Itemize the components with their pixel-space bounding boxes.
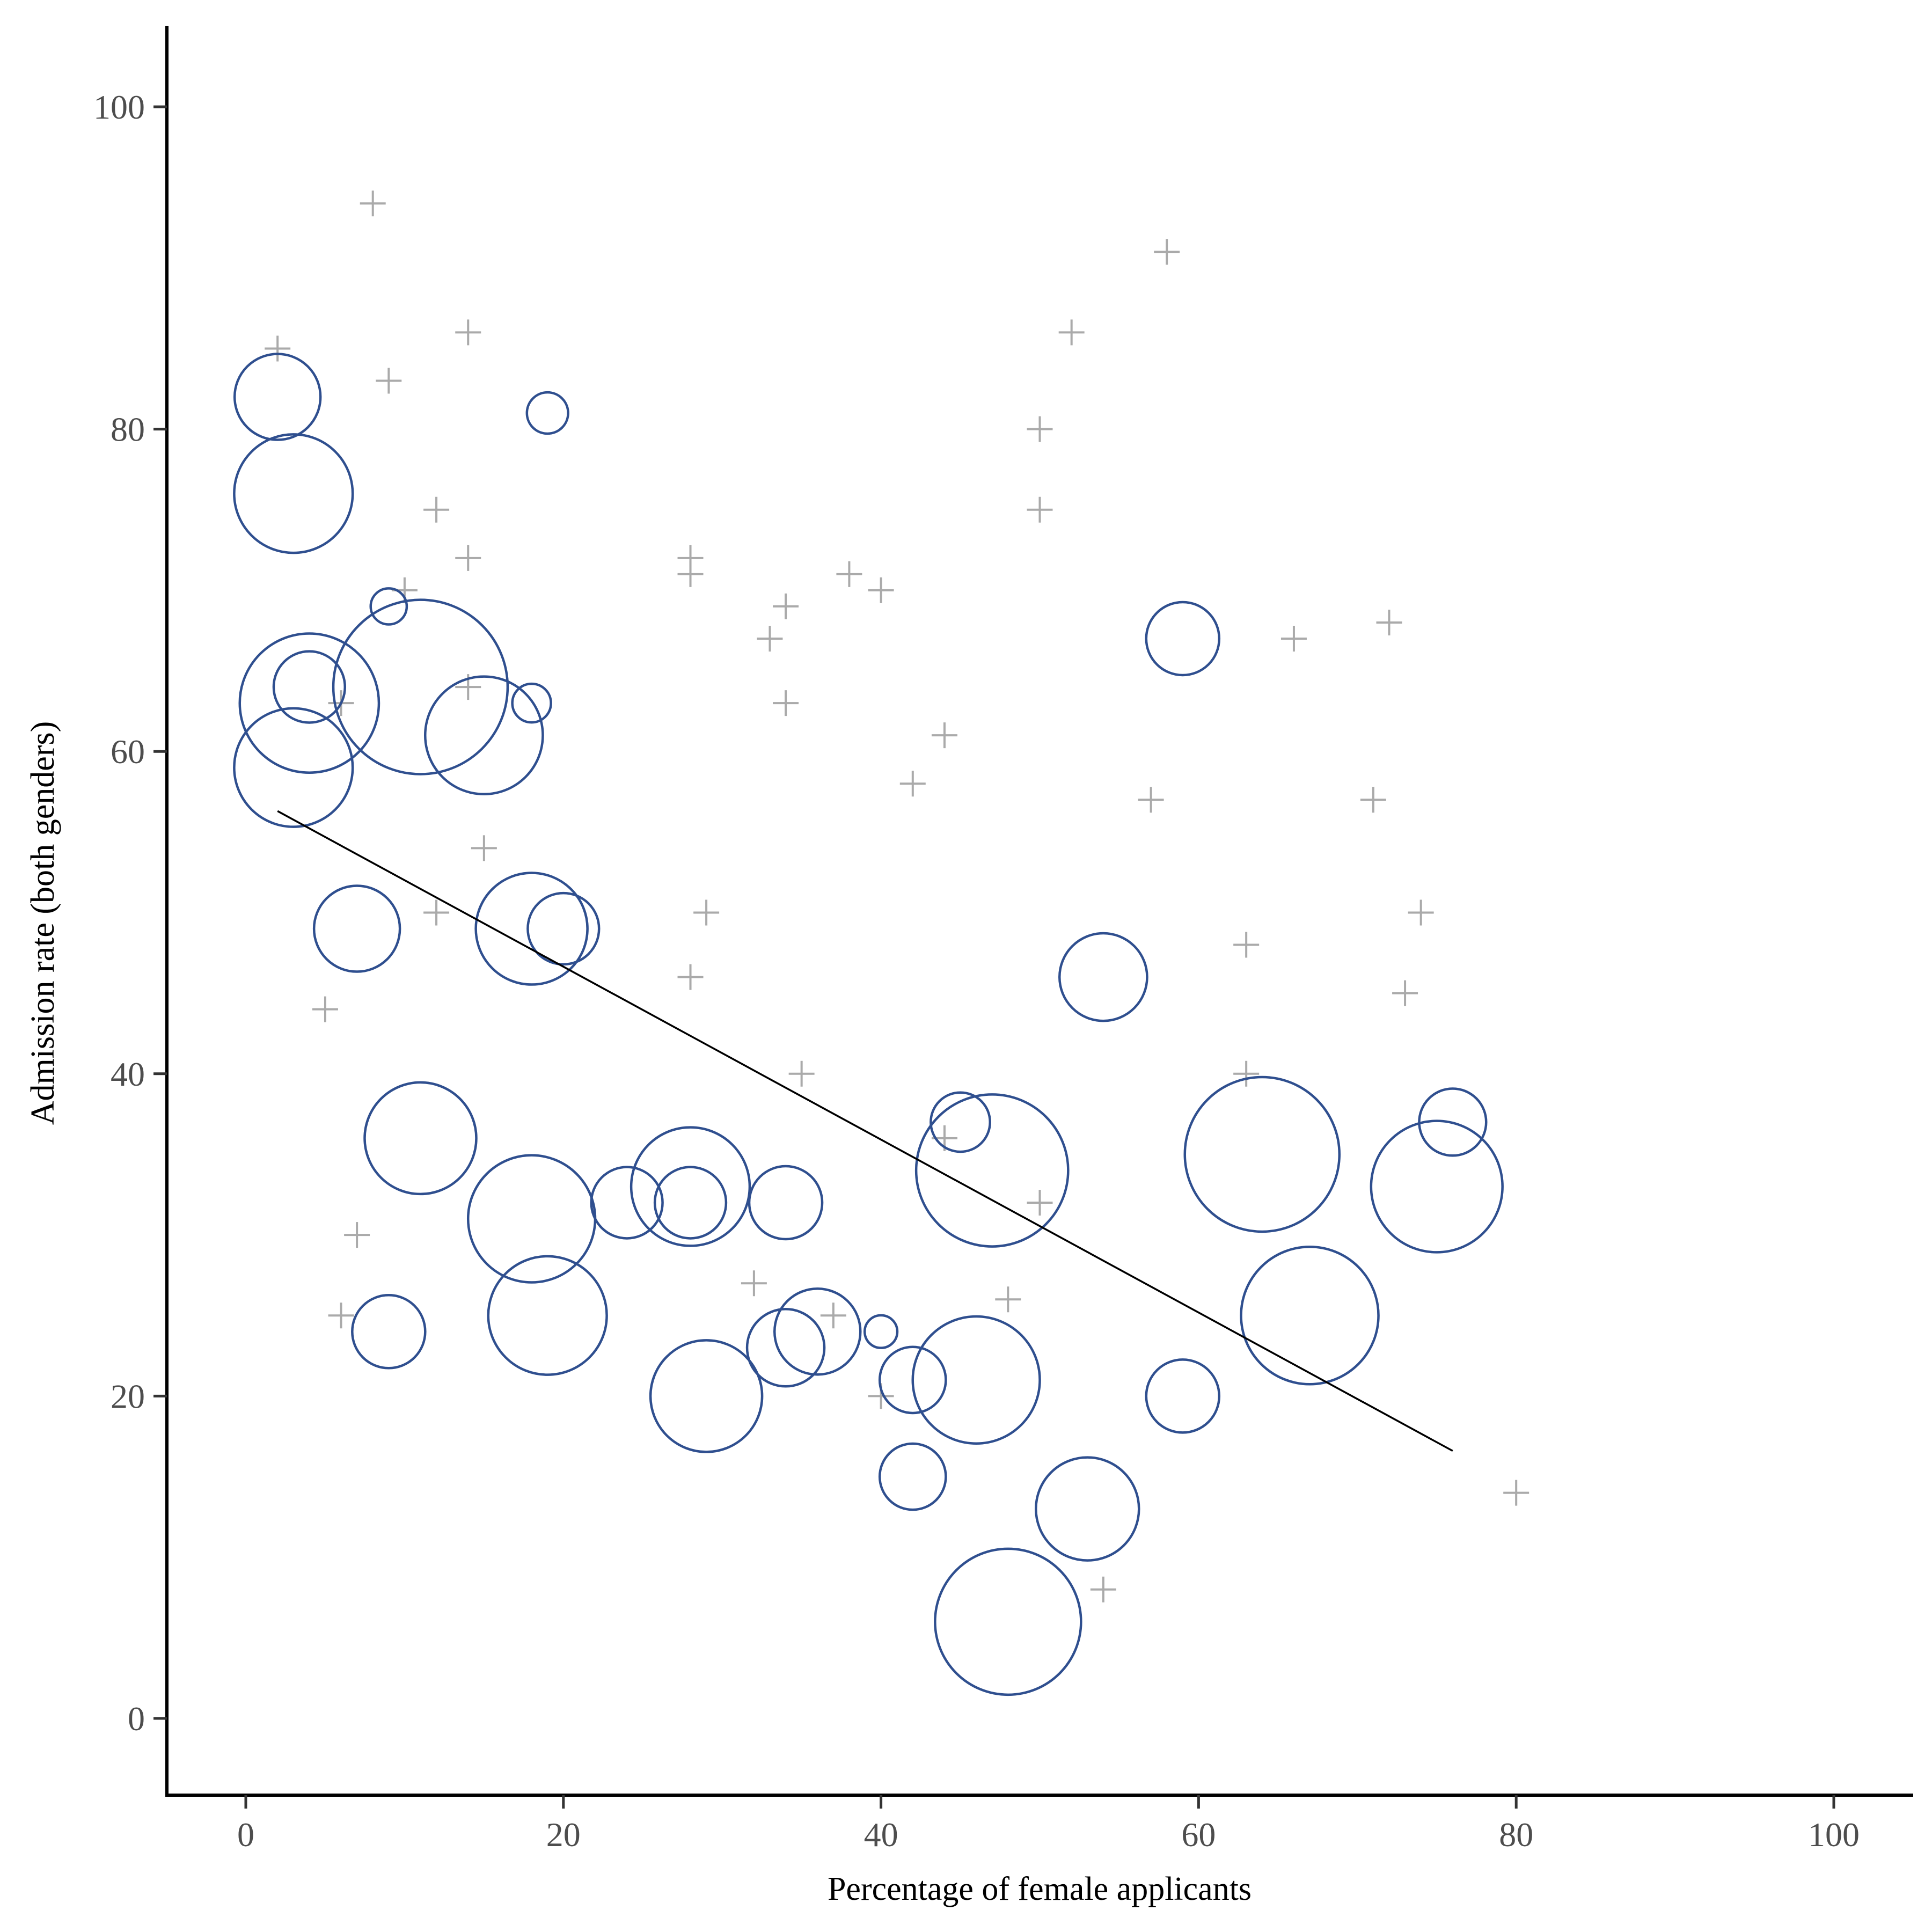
y-tick-label: 80 xyxy=(111,411,145,449)
y-tick-label: 100 xyxy=(93,88,145,126)
bubble-point xyxy=(474,872,589,986)
cross-point xyxy=(471,835,497,861)
bubble-point xyxy=(1183,1075,1341,1233)
bubble-point xyxy=(745,1308,826,1388)
cross-point xyxy=(1360,787,1386,813)
y-axis-title: Admission rate (both genders) xyxy=(25,721,61,1125)
bubble-point xyxy=(748,1165,824,1241)
bubble-point xyxy=(878,1345,947,1415)
cross-point xyxy=(677,964,704,990)
plot-marks xyxy=(233,191,1529,1696)
bubble-point xyxy=(1240,1246,1380,1386)
cross-point xyxy=(741,1270,767,1297)
bubble-point xyxy=(1145,1358,1221,1434)
bubble-point xyxy=(1035,1456,1140,1562)
bubble-point xyxy=(487,1255,608,1376)
bubble-point xyxy=(934,1547,1082,1696)
y-tick-label: 0 xyxy=(128,1700,145,1738)
cross-point xyxy=(1233,932,1260,958)
cross-point xyxy=(344,1222,370,1248)
bubble-point xyxy=(238,632,380,774)
cross-point xyxy=(1138,787,1164,813)
x-tick-label: 20 xyxy=(546,1816,581,1854)
bubble-point xyxy=(312,884,401,973)
cross-point xyxy=(455,545,481,571)
bubble-point xyxy=(272,650,347,724)
bubble-point xyxy=(233,353,322,441)
cross-point xyxy=(677,561,704,587)
bubble-point xyxy=(653,1166,728,1240)
cross-point xyxy=(773,593,799,619)
bubble-point xyxy=(930,1091,992,1153)
bubble-point xyxy=(332,598,509,775)
x-tick-label: 100 xyxy=(1808,1816,1860,1854)
cross-point xyxy=(1392,980,1418,1006)
cross-point xyxy=(1376,609,1402,635)
bubble-point xyxy=(878,1442,947,1511)
cross-point xyxy=(1503,1480,1529,1506)
cross-point xyxy=(1280,625,1307,652)
x-axis-title: Percentage of female applicants xyxy=(828,1871,1252,1907)
bubble-point xyxy=(1145,601,1221,677)
cross-point xyxy=(328,1302,354,1329)
cross-point xyxy=(1027,416,1053,442)
x-tick-label: 80 xyxy=(1499,1816,1533,1854)
cross-point xyxy=(788,1060,815,1087)
cross-point xyxy=(1408,899,1434,926)
cross-point xyxy=(1027,1190,1053,1216)
cross-point xyxy=(423,899,450,926)
cross-point xyxy=(1027,496,1053,523)
cross-point xyxy=(376,368,402,394)
cross-point xyxy=(995,1286,1021,1313)
y-tick-label: 40 xyxy=(111,1055,145,1093)
bubble-point xyxy=(233,707,354,828)
y-tick-label: 20 xyxy=(111,1377,145,1415)
bubble-point xyxy=(351,1294,427,1370)
bubble-point xyxy=(424,675,544,796)
cross-point xyxy=(773,690,799,716)
cross-point xyxy=(1154,239,1180,265)
x-tick-label: 40 xyxy=(864,1816,898,1854)
cross-point xyxy=(312,996,338,1022)
bubble-point xyxy=(369,587,408,626)
bubble-point xyxy=(1418,1087,1488,1157)
bubble-point xyxy=(630,1126,751,1247)
cross-point xyxy=(423,496,450,523)
bubble-point xyxy=(911,1315,1041,1445)
bubble-point xyxy=(511,682,552,724)
cross-point xyxy=(455,319,481,346)
cross-point xyxy=(265,335,291,362)
bubble-point xyxy=(773,1287,862,1376)
bubble-point xyxy=(590,1166,664,1240)
cross-point xyxy=(1090,1576,1116,1602)
y-tick-label: 60 xyxy=(111,733,145,771)
bubble-point xyxy=(233,433,354,554)
cross-point xyxy=(360,191,386,217)
cross-point xyxy=(899,771,926,797)
cross-point xyxy=(820,1302,846,1329)
bubble-point xyxy=(525,391,569,435)
cross-point xyxy=(757,625,783,652)
cross-point xyxy=(1233,1060,1260,1087)
cross-point xyxy=(1058,319,1085,346)
cross-point xyxy=(693,899,720,926)
trend-line xyxy=(277,810,1453,1452)
bubble-point xyxy=(526,891,601,966)
axis-ticks: 0 20 40 60 80 100 0 20 40 60 80 100 xyxy=(93,88,1860,1854)
bubble-point xyxy=(863,1314,899,1349)
cross-point xyxy=(836,561,862,587)
x-tick-label: 0 xyxy=(237,1816,254,1854)
bubble-point xyxy=(1370,1119,1504,1254)
cross-point xyxy=(931,722,957,749)
x-tick-label: 60 xyxy=(1181,1816,1216,1854)
bubble-point xyxy=(649,1339,764,1453)
cross-point xyxy=(868,577,894,603)
bubble-point xyxy=(363,1081,478,1196)
bubble-point xyxy=(1058,932,1148,1022)
bubble-point xyxy=(914,1093,1070,1248)
